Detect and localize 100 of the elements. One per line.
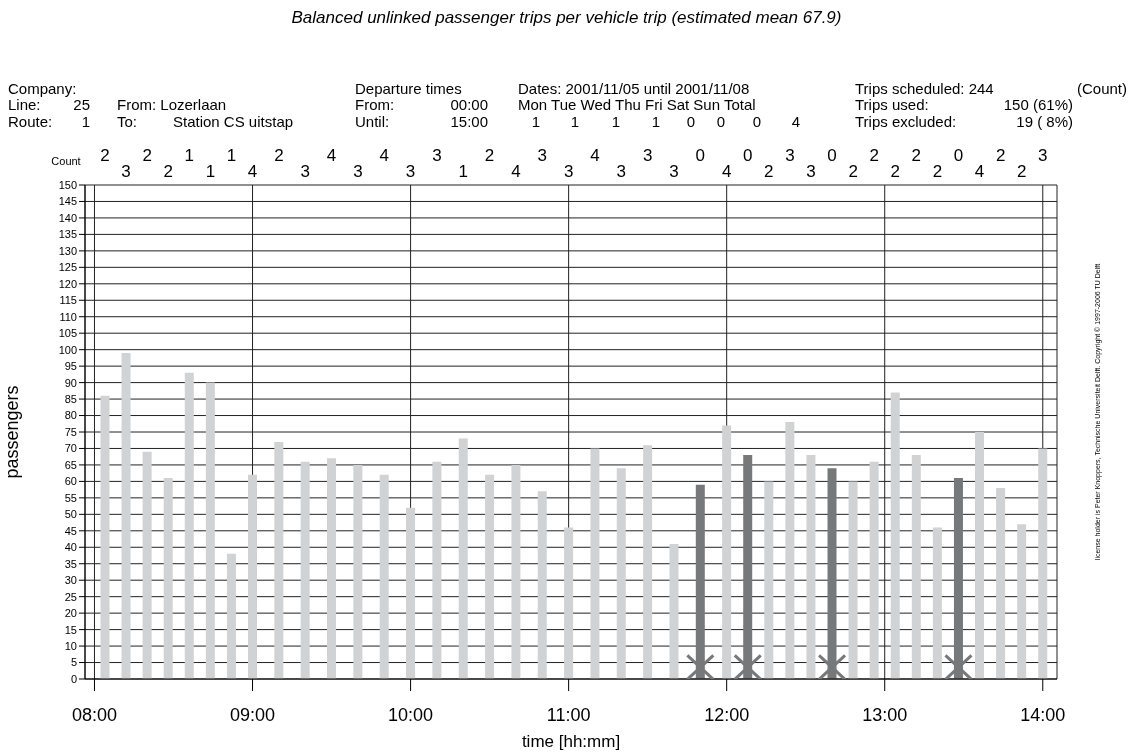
text: 150 (61%): [1003, 95, 1073, 113]
y-tick-label: 90: [64, 376, 77, 389]
y-tick-label: 0: [70, 672, 77, 685]
text: 4: [791, 112, 801, 130]
text: 1: [651, 112, 661, 130]
x-tick-label: 13:00: [862, 705, 908, 725]
text: 1: [81, 112, 90, 130]
text: 4: [974, 161, 985, 181]
y-tick-label: 150: [58, 178, 77, 191]
y-tick-label: 145: [58, 195, 77, 208]
text: 3: [432, 145, 442, 165]
text: 2: [848, 161, 858, 181]
text: 4: [590, 145, 600, 165]
text: 2: [890, 161, 900, 181]
bar: [996, 487, 1006, 679]
bar: [353, 464, 363, 679]
bar: [163, 478, 173, 679]
text: 3: [405, 161, 416, 181]
text: 2: [1016, 161, 1027, 181]
text: 00:00: [450, 95, 488, 113]
y-axis-title: passengers: [2, 385, 23, 479]
y-tick-label: 25: [64, 590, 77, 603]
text: 3: [537, 145, 548, 165]
y-tick-label: 65: [64, 458, 77, 471]
text: 2: [995, 145, 1006, 165]
text: 1: [184, 145, 195, 165]
x-tick-label: 14:00: [1020, 705, 1066, 725]
y-tick-label: 5: [70, 656, 77, 669]
text: 2: [484, 145, 495, 165]
bar: [643, 445, 653, 679]
bar: [764, 481, 774, 679]
y-tick-label: 140: [58, 211, 77, 224]
y-tick-label: 80: [64, 409, 77, 422]
bar: [669, 543, 679, 679]
bar: [616, 468, 626, 679]
text: 1: [458, 161, 468, 181]
bar: [785, 422, 795, 679]
bar: [848, 481, 858, 679]
x-tick-label: 12:00: [704, 705, 750, 725]
y-tick-label: 120: [58, 277, 77, 290]
y-tick-label: 40: [64, 541, 77, 554]
text: 4: [721, 161, 732, 181]
bar: [458, 438, 468, 679]
y-tick-label: 20: [64, 607, 77, 620]
text: 2: [274, 145, 284, 165]
bar: [379, 474, 389, 679]
y-tick-label: 55: [64, 491, 77, 504]
bar: [205, 382, 215, 679]
bar: [1017, 524, 1027, 679]
text: 1: [531, 112, 541, 130]
text: Route:: [8, 112, 53, 130]
y-tick-label: 135: [58, 228, 77, 241]
bar: [327, 458, 337, 679]
text: 2: [100, 145, 110, 165]
text: 4: [247, 161, 258, 181]
y-tick-label: 50: [64, 508, 77, 521]
bar: [226, 553, 236, 679]
text: Until:: [355, 112, 390, 130]
bar: [890, 392, 900, 679]
text: Count: [51, 154, 81, 167]
text: 3: [121, 161, 131, 181]
y-tick-label: 45: [64, 524, 77, 537]
x-tick-label: 10:00: [388, 705, 434, 725]
bar: [100, 395, 110, 679]
y-tick-label: 75: [64, 425, 77, 438]
bar: [406, 507, 416, 679]
bar: [184, 372, 194, 679]
bar: [248, 474, 257, 679]
text: 0: [716, 112, 726, 130]
text: 2: [911, 145, 922, 165]
text: 3: [669, 161, 679, 181]
bar: [869, 461, 879, 679]
y-tick-label: 60: [64, 475, 77, 488]
y-tick-label: 100: [58, 343, 77, 356]
y-tick-label: 115: [59, 294, 77, 307]
text: 3: [806, 161, 816, 181]
bar: [590, 448, 600, 679]
text: 1: [570, 112, 580, 130]
y-tick-label: 35: [64, 557, 77, 570]
bar: [911, 455, 921, 679]
text: 1: [205, 161, 216, 181]
text: 0: [752, 112, 762, 130]
text: 2: [764, 161, 774, 181]
bar: [537, 491, 547, 679]
y-tick-label: 110: [59, 310, 77, 323]
text: 0: [695, 145, 706, 165]
text: Mon Tue Wed Thu Fri Sat Sun Total: [518, 95, 756, 113]
text: From: Lozerlaan: [117, 95, 227, 113]
y-tick-label: 85: [64, 392, 77, 405]
bar: [722, 425, 732, 679]
text: 4: [326, 145, 337, 165]
y-tick-label: 30: [64, 574, 77, 587]
y-tick-label: 70: [64, 442, 77, 455]
text: 0: [743, 145, 753, 165]
text: 2: [932, 161, 943, 181]
text: 0: [953, 145, 964, 165]
y-tick-label: 105: [58, 327, 77, 340]
text: 3: [353, 161, 363, 181]
text: 0: [686, 112, 696, 130]
text: Departure times: [355, 79, 462, 97]
